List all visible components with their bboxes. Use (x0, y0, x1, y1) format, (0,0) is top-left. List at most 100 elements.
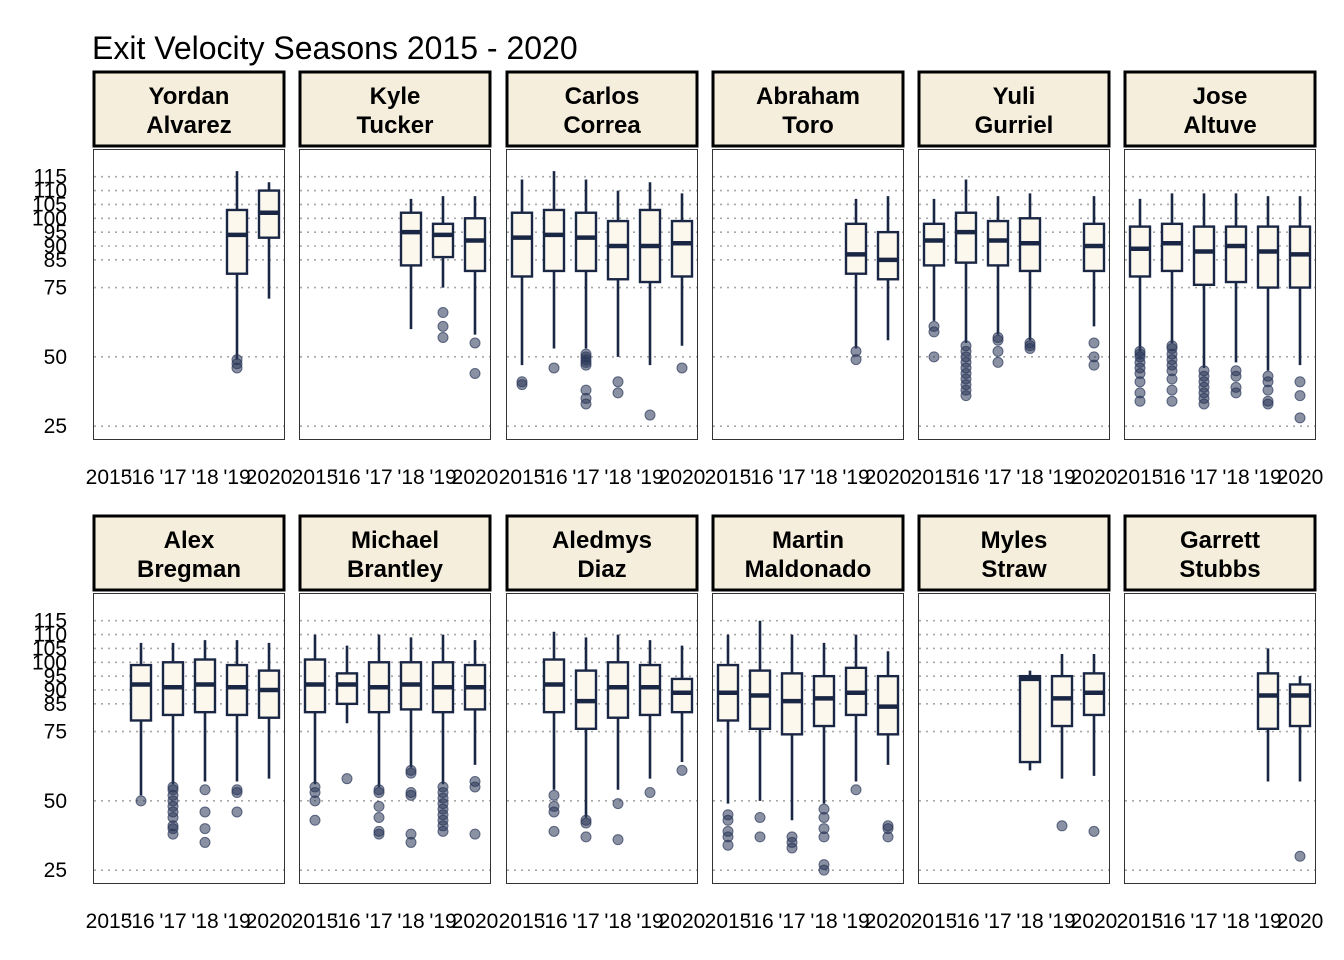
x-tick-label: '17 (365, 466, 392, 489)
box-martin-maldonado-2015 (716, 634, 740, 851)
facet-label: Carlos (565, 83, 640, 110)
x-tick-label: '18 (397, 910, 424, 933)
outlier-point (1262, 395, 1274, 407)
iqr-box (812, 674, 836, 728)
x-tick-label: '17 (984, 466, 1011, 489)
outlier-point (437, 307, 449, 319)
box-garrett-stubbs-2020 (1288, 676, 1312, 862)
outlier-point (612, 387, 624, 399)
outlier-point (437, 331, 449, 343)
outlier-point (373, 800, 385, 812)
box-michael-brantley-2015 (303, 634, 327, 826)
outlier-point (992, 345, 1004, 357)
x-tick-label: 2015 (705, 910, 752, 933)
panel-frame (299, 593, 491, 884)
y-tick-label: 50 (44, 346, 67, 369)
outlier-point (1088, 337, 1100, 349)
x-tick-label: 2015 (499, 910, 546, 933)
y-tick-label: 115 (34, 166, 67, 189)
iqr-box (1160, 222, 1184, 273)
x-tick-label: '17 (1190, 466, 1217, 489)
outlier-point (580, 831, 592, 843)
iqr-box (129, 663, 153, 722)
outlier-point (516, 376, 528, 388)
x-tick-label: 2020 (659, 466, 706, 489)
x-tick-label: '17 (984, 910, 1011, 933)
box-kyle-tucker-2020 (463, 196, 487, 379)
x-tick-label: 2020 (452, 910, 499, 933)
outlier-point (437, 320, 449, 332)
x-tick-label: 2015 (292, 910, 339, 933)
y-tick-label: 85 (44, 693, 67, 716)
facet-label: Altuve (1183, 112, 1256, 139)
y-tick-label: 95 (44, 665, 67, 688)
outlier-point (405, 764, 417, 776)
box-yuli-gurriel-2020 (1082, 196, 1106, 371)
outlier-point (960, 340, 972, 352)
outlier-point (167, 781, 179, 793)
iqr-box (954, 211, 978, 264)
outlier-point (1166, 395, 1178, 407)
x-tick-label: 2015 (1117, 910, 1164, 933)
box-aledmys-diaz-2020 (670, 645, 694, 776)
x-tick-label: '16 (746, 910, 773, 933)
outlier-point (1262, 370, 1274, 382)
x-tick-label: '18 (1222, 910, 1249, 933)
iqr-box (638, 663, 662, 717)
x-tick-label: 2015 (292, 466, 339, 489)
x-tick-label: '16 (1158, 466, 1185, 489)
outlier-point (644, 787, 656, 799)
facet-strip (917, 70, 1111, 148)
facet-strip (298, 514, 492, 592)
iqr-box (986, 219, 1010, 267)
panel-frame (918, 593, 1110, 884)
facet-label: Tucker (357, 112, 434, 139)
x-tick-label: '17 (572, 466, 599, 489)
x-tick-label: 2015 (1117, 466, 1164, 489)
box-abraham-toro-2020 (876, 196, 900, 341)
x-tick-label: '18 (604, 466, 631, 489)
x-tick-label: 2015 (911, 910, 958, 933)
facet-label: Yuli (993, 83, 1036, 110)
box-aledmys-diaz-18 (606, 634, 630, 846)
facet-label: Myles (981, 527, 1048, 554)
outlier-point (850, 784, 862, 796)
y-tick-label: 95 (44, 221, 67, 244)
outlier-point (676, 764, 688, 776)
facet-label: Garrett (1180, 527, 1260, 554)
outlier-point (548, 825, 560, 837)
outlier-point (786, 831, 798, 843)
outlier-point (1294, 850, 1306, 862)
facet-label: Aledmys (552, 527, 652, 554)
facet-label: Abraham (756, 83, 860, 110)
y-tick-label: 100 (32, 207, 67, 230)
outlier-point (580, 384, 592, 396)
facet-strip (505, 70, 699, 148)
x-tick-label: '19 (1048, 466, 1075, 489)
box-garrett-stubbs-19 (1256, 648, 1280, 782)
x-tick-label: 2020 (1071, 910, 1118, 933)
outlier-point (1230, 365, 1242, 377)
y-tick-label: 75 (44, 277, 67, 300)
x-tick-label: 2020 (659, 910, 706, 933)
outlier-point (309, 814, 321, 826)
x-tick-label: '18 (397, 466, 424, 489)
outlier-point (373, 784, 385, 796)
outlier-point (469, 775, 481, 787)
x-tick-label: '16 (127, 466, 154, 489)
x-tick-label: '18 (1016, 910, 1043, 933)
iqr-box (1018, 674, 1042, 764)
facet-label: Correa (563, 112, 641, 139)
panel-frame (918, 149, 1110, 440)
outlier-point (341, 773, 353, 785)
box-yuli-gurriel-18 (1018, 193, 1042, 355)
outlier-point (850, 345, 862, 357)
iqr-box (463, 217, 487, 273)
iqr-box (1128, 225, 1152, 278)
x-tick-label: '19 (223, 466, 250, 489)
